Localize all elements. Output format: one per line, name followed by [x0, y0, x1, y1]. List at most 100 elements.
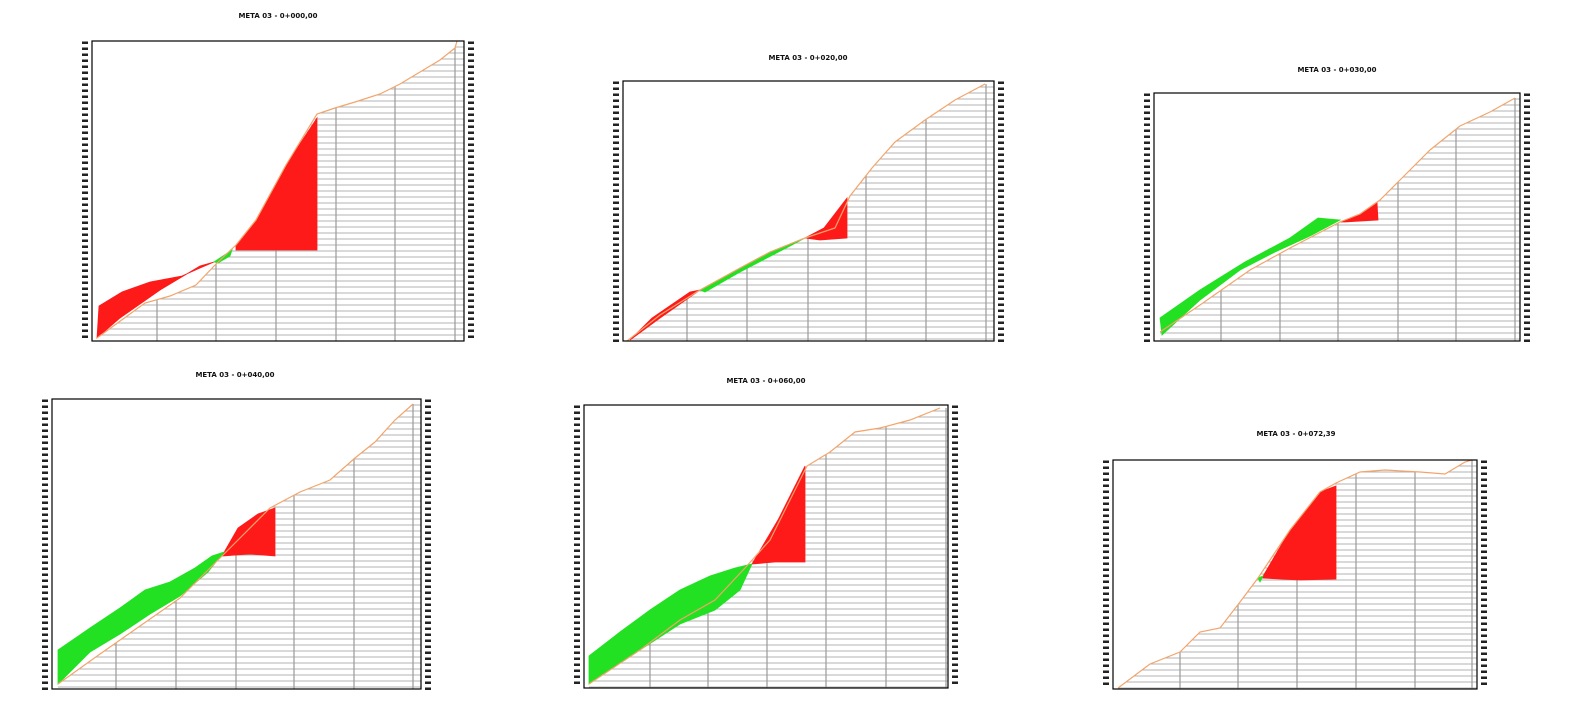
terrain-profile-line [1159, 97, 1516, 333]
tick-label-right [1524, 243, 1530, 246]
tick-label-left [1144, 231, 1150, 234]
tick-label-right [952, 513, 958, 516]
tick-label-left [1144, 135, 1150, 138]
section-frame [51, 398, 422, 690]
tick-label-left [613, 219, 619, 222]
tick-label-left [613, 315, 619, 318]
margin-area [584, 405, 589, 688]
tick-label-left [42, 519, 48, 522]
tick-label-right [952, 405, 958, 408]
tick-label-right [425, 405, 431, 408]
tick-label-right [425, 417, 431, 420]
tick-label-left [1103, 484, 1109, 487]
tick-label-left [42, 639, 48, 642]
tick-label-right [468, 233, 474, 236]
tick-label-right [1524, 141, 1530, 144]
tick-label-left [574, 603, 580, 606]
tick-label-left [82, 53, 88, 56]
tick-label-left [82, 101, 88, 104]
tick-label-right [998, 99, 1004, 102]
tick-label-left [574, 471, 580, 474]
tick-label-left [574, 543, 580, 546]
tick-label-right [952, 591, 958, 594]
tick-label-left [1144, 267, 1150, 270]
tick-label-left [613, 135, 619, 138]
tick-label-right [468, 131, 474, 134]
tick-label-right [998, 243, 1004, 246]
tick-label-right [1524, 231, 1530, 234]
tick-label-right [1524, 147, 1530, 150]
tick-label-right [1524, 99, 1530, 102]
terrain-profile-line [1117, 459, 1473, 689]
tick-label-left [1103, 526, 1109, 529]
tick-label-right [1524, 297, 1530, 300]
tick-label-left [42, 615, 48, 618]
tick-label-left [1103, 610, 1109, 613]
tick-label-left [82, 227, 88, 230]
tick-label-left [82, 173, 88, 176]
tick-label-right [425, 675, 431, 678]
tick-label-right [468, 245, 474, 248]
section-s4: META 03 - 0+040,00 [42, 371, 431, 690]
tick-label-right [952, 525, 958, 528]
tick-label-left [574, 483, 580, 486]
tick-label-left [42, 687, 48, 690]
tick-label-right [1524, 201, 1530, 204]
tick-label-right [425, 537, 431, 540]
tick-label-left [613, 201, 619, 204]
tick-label-left [574, 519, 580, 522]
tick-label-right [998, 123, 1004, 126]
tick-label-right [468, 179, 474, 182]
tick-label-right [468, 107, 474, 110]
tick-label-left [1144, 303, 1150, 306]
tick-label-left [613, 237, 619, 240]
margin-area [1154, 93, 1160, 341]
cut-area [803, 196, 848, 241]
tick-label-left [574, 585, 580, 588]
tick-label-right [1481, 538, 1487, 541]
tick-label-left [1103, 574, 1109, 577]
tick-label-left [1103, 472, 1109, 475]
tick-label-right [952, 657, 958, 660]
tick-label-left [1144, 237, 1150, 240]
tick-label-right [468, 185, 474, 188]
tick-label-left [42, 645, 48, 648]
tick-label-right [425, 411, 431, 414]
tick-label-right [998, 333, 1004, 336]
tick-label-left [1144, 321, 1150, 324]
tick-label-left [574, 447, 580, 450]
tick-label-left [82, 137, 88, 140]
tick-label-left [42, 471, 48, 474]
tick-label-right [425, 567, 431, 570]
tick-label-right [952, 579, 958, 582]
tick-label-left [1103, 658, 1109, 661]
tick-label-left [574, 555, 580, 558]
tick-label-left [1144, 249, 1150, 252]
tick-label-left [1103, 490, 1109, 493]
elevation-ticks [42, 399, 431, 690]
tick-label-right [952, 651, 958, 654]
section-title: META 03 - 0+000,00 [238, 12, 317, 20]
tick-label-left [613, 213, 619, 216]
tick-label-right [998, 117, 1004, 120]
tick-label-left [1103, 514, 1109, 517]
tick-label-right [425, 489, 431, 492]
section-s6: META 03 - 0+072,39 [1103, 430, 1487, 690]
tick-label-left [1103, 676, 1109, 679]
tick-label-right [1524, 315, 1530, 318]
tick-label-right [998, 249, 1004, 252]
tick-label-left [574, 639, 580, 642]
terrain-profile-line [626, 83, 986, 342]
tick-label-right [425, 597, 431, 600]
tick-label-right [1481, 610, 1487, 613]
tick-label-right [468, 227, 474, 230]
tick-label-right [1524, 171, 1530, 174]
tick-label-right [1524, 237, 1530, 240]
tick-label-right [425, 513, 431, 516]
tick-label-left [574, 513, 580, 516]
elevation-ticks [1144, 93, 1530, 342]
section-frame [1153, 92, 1521, 342]
tick-label-left [1144, 327, 1150, 330]
tick-label-right [952, 441, 958, 444]
tick-label-left [82, 251, 88, 254]
